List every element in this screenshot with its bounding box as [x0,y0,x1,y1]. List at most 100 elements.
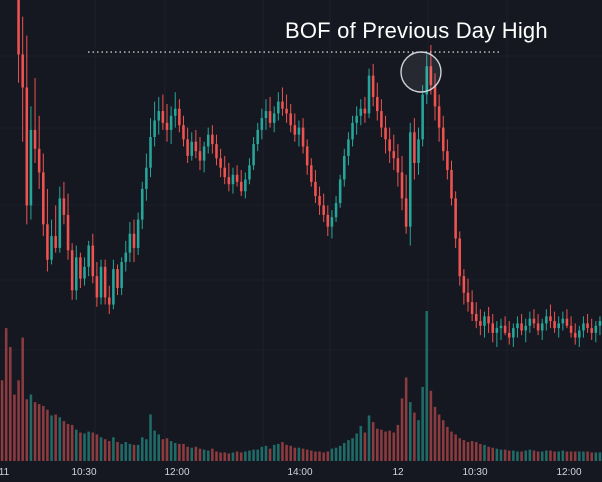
candle-body [54,236,57,248]
candle-body [285,108,288,114]
candle-body [466,292,470,303]
candle-body [235,174,239,182]
candle-body [363,108,367,114]
volume-bar [545,450,548,461]
volume-bar [487,446,490,461]
candle-body [557,323,560,329]
candle-body [87,245,90,267]
volume-bar [211,448,214,461]
volume-bar [29,394,33,461]
volume-bar [132,444,136,461]
volume-bar [466,442,470,461]
volume-bar [165,438,169,461]
volume-bar [83,433,86,461]
volume-bar [17,380,20,461]
bof-highlight-circle [400,51,442,93]
grid-layer [0,0,602,461]
volume-bar [462,440,466,461]
candle-body [491,323,495,333]
volume-bar [474,442,478,461]
volume-bar [223,452,226,461]
candle-body [441,127,445,152]
candle-body [293,125,297,135]
volume-bar [248,450,251,461]
candle-body [215,144,218,159]
volume-bar [120,443,123,461]
time-label-11: 11 [0,467,10,478]
volume-bar [491,447,495,461]
volume-bar [21,337,24,461]
volume-bar [235,451,239,461]
candle-body [206,134,210,147]
candle-body [153,120,156,138]
volume-bar [87,431,90,461]
volume-bar [173,442,177,461]
candle-body [437,106,441,128]
candle-body [396,158,400,173]
volume-bar [429,390,433,461]
volume-bar [178,443,181,461]
candle-body [446,151,449,171]
candle-body [239,181,243,192]
volume-bar [384,431,387,461]
candle-body [99,266,103,298]
candle-body [219,158,222,168]
volume-bar [112,437,115,461]
volume-bar [281,442,284,461]
time-label-10-30: 10:30 [71,467,97,478]
candle-body [524,325,527,331]
candle-body [598,321,602,326]
volume-bar [594,452,598,461]
volume-bar [417,420,420,461]
volume-bar [50,415,53,461]
volume-bar [520,451,523,461]
candle-body [301,127,305,147]
candle-body [124,252,128,263]
candle-body [417,139,420,163]
candle-body [429,66,433,86]
volume-bar [95,434,99,461]
candle-body [314,181,317,196]
candle-body [33,129,37,149]
candle-body [553,321,556,329]
annotation-layer [88,51,500,93]
volume-bar [0,380,4,461]
volume-bar [437,414,441,461]
volume-bar [359,425,363,461]
volume-bar [9,347,12,461]
candle-body [140,188,144,220]
volume-bar [91,432,95,461]
candle-body [380,111,383,128]
candle-body [532,318,536,324]
candle-body [95,276,99,298]
candle-body [367,75,371,114]
volume-bar [264,445,268,461]
volume-bar [215,451,218,461]
volume-bar [512,450,515,461]
candle-body [495,328,499,333]
volume-bar [499,449,503,461]
candle-body [260,118,264,130]
volume-bar [392,432,396,461]
volume-bar [343,442,346,461]
candle-body [248,165,251,180]
candle-body [145,167,148,189]
candle-body [281,101,284,109]
volume-bar [62,421,66,461]
volume-bar [54,414,57,461]
candle-body [305,146,309,166]
volume-bar [536,451,540,461]
volume-bar [338,445,342,461]
candle-body [244,179,247,192]
candle-body [499,325,503,329]
candle-body [268,111,272,123]
candle-body [256,129,259,145]
candle-body [169,115,173,130]
volume-bar [66,423,70,461]
volume-bar [289,445,292,461]
candle-body [487,316,490,324]
volume-bar [578,451,581,461]
